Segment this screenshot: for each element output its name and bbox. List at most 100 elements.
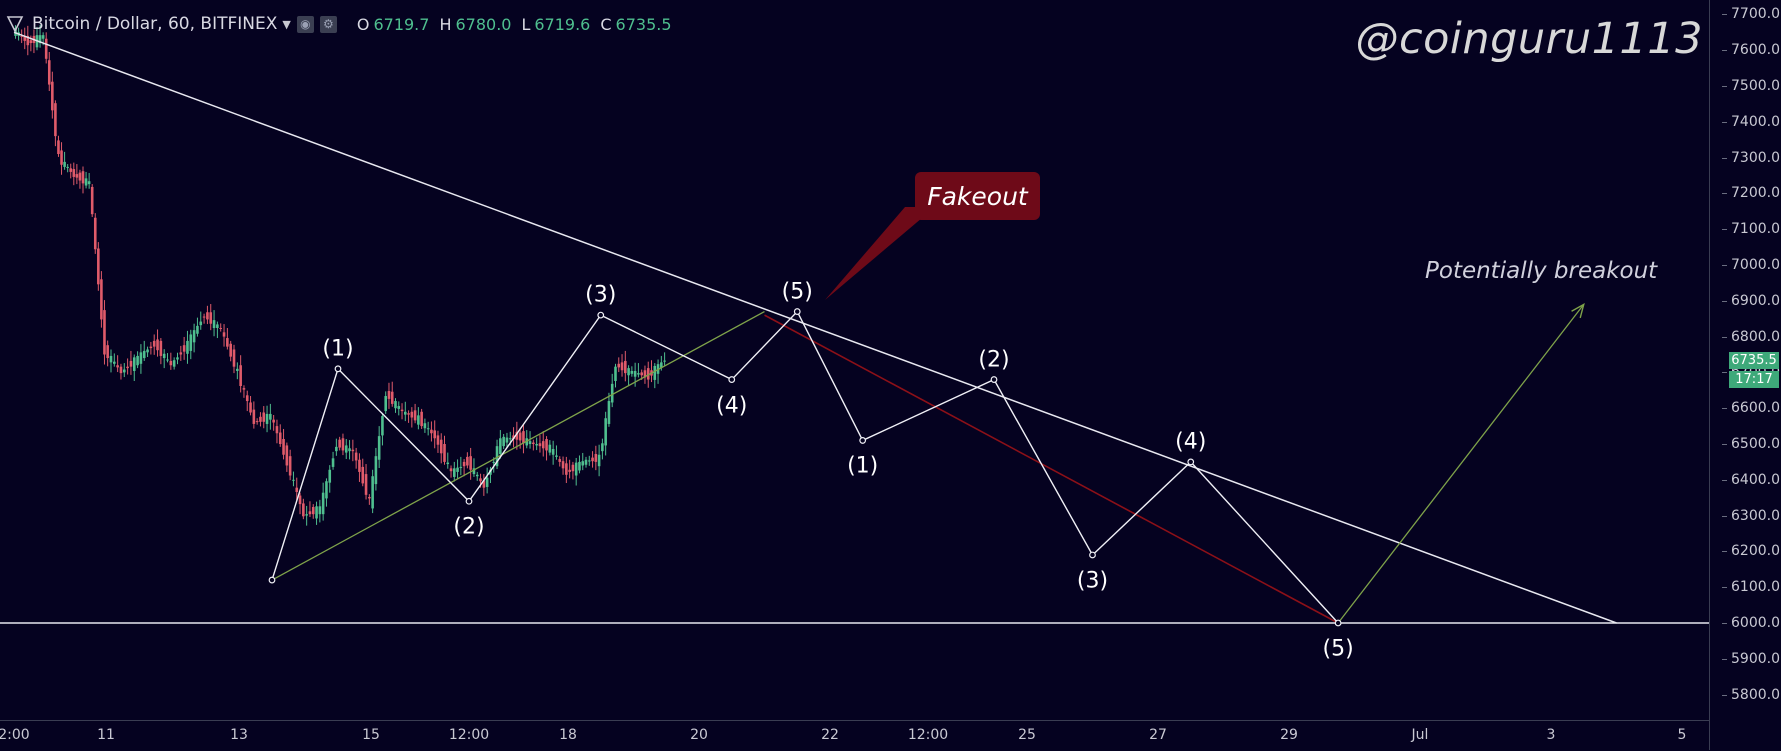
candle-body bbox=[209, 312, 213, 324]
price-tick-label: 7500.0 bbox=[1722, 78, 1780, 94]
candle-body bbox=[604, 418, 607, 446]
candle-body bbox=[545, 438, 548, 451]
candle-body bbox=[308, 511, 312, 515]
candle-body bbox=[479, 478, 482, 482]
time-tick-label: Jul bbox=[1411, 727, 1429, 743]
ohlc-values: O 6719.7 H 6780.0 L 6719.6 C 6735.5 bbox=[351, 15, 672, 34]
candle-body bbox=[404, 411, 407, 415]
candle-body bbox=[620, 362, 624, 371]
wave-label: (4) bbox=[716, 393, 748, 419]
candle-body bbox=[538, 443, 542, 447]
candle-body bbox=[630, 370, 634, 374]
candle-body bbox=[624, 360, 627, 374]
low-value: 6719.6 bbox=[534, 14, 591, 34]
candle-body bbox=[371, 476, 374, 509]
candle-body bbox=[637, 373, 640, 375]
candle-body bbox=[26, 35, 30, 46]
candle-body bbox=[358, 459, 361, 472]
close-key: C bbox=[600, 14, 612, 34]
wave-label: (2) bbox=[453, 514, 485, 540]
candle-body bbox=[282, 438, 285, 455]
candle-body bbox=[548, 444, 552, 453]
candle-body bbox=[344, 445, 348, 453]
fakeout-callout[interactable]: Fakeout bbox=[915, 172, 1040, 220]
gear-icon[interactable]: ⚙ bbox=[319, 15, 337, 33]
fakeout-pointer bbox=[825, 207, 935, 300]
eye-icon[interactable]: ◉ bbox=[296, 15, 314, 33]
candle-body bbox=[275, 426, 279, 434]
candle-body bbox=[136, 355, 139, 366]
wave-point bbox=[1187, 458, 1195, 466]
wave-label: (5) bbox=[1322, 636, 1354, 662]
candle-body bbox=[449, 468, 453, 472]
candle-body bbox=[262, 412, 266, 422]
candle-body bbox=[502, 436, 505, 447]
candle-body bbox=[489, 469, 492, 475]
candle-body bbox=[295, 487, 299, 492]
candle-body bbox=[222, 332, 226, 337]
candle-body bbox=[66, 166, 69, 168]
candle-body bbox=[119, 366, 123, 374]
wave-label: (1) bbox=[322, 336, 354, 362]
candle-body bbox=[568, 469, 571, 472]
candle-body bbox=[614, 366, 617, 381]
price-tick-label: 6900.0 bbox=[1722, 292, 1780, 309]
time-axis[interactable]: 2:00 11 13 15 12:00 18 20 22 12:00 25 27 29 Jul 3 5 bbox=[0, 720, 1709, 751]
price-tick-label: 6800.0 bbox=[1722, 328, 1780, 345]
price-tick-label: 7400.0 bbox=[1722, 113, 1780, 130]
breakout-annotation[interactable]: Potentially breakout bbox=[1425, 258, 1658, 284]
candle-body bbox=[236, 368, 239, 371]
candle-body bbox=[109, 355, 113, 363]
candle-body bbox=[132, 357, 136, 371]
candle-body bbox=[259, 416, 262, 422]
candle-body bbox=[417, 415, 420, 425]
candle-body bbox=[584, 459, 588, 465]
candle-body bbox=[122, 369, 126, 373]
candle-body bbox=[47, 60, 51, 85]
candle-body bbox=[653, 365, 657, 380]
candle-body bbox=[397, 406, 401, 409]
candle-body bbox=[245, 395, 249, 402]
candle-body bbox=[351, 449, 355, 452]
candle-body bbox=[475, 474, 479, 477]
candle-body bbox=[305, 514, 308, 516]
candle-body bbox=[433, 430, 436, 439]
candle-body bbox=[103, 310, 106, 355]
wave-point bbox=[268, 576, 276, 584]
candle-body bbox=[640, 372, 643, 376]
symbol-title[interactable]: Bitcoin / Dollar, 60, BITFINEX bbox=[32, 14, 278, 34]
candle-body bbox=[288, 456, 292, 476]
candle-body bbox=[212, 320, 216, 329]
candle-body bbox=[97, 248, 100, 285]
candle-body bbox=[182, 345, 186, 352]
candle-body bbox=[335, 446, 338, 452]
wave-label: (1) bbox=[847, 453, 879, 479]
candle-body bbox=[587, 460, 591, 462]
time-tick-label: 15 bbox=[362, 727, 380, 743]
wave-points-layer bbox=[268, 308, 1342, 627]
candle-body bbox=[285, 445, 289, 466]
candle-body bbox=[492, 461, 496, 463]
candle-body bbox=[93, 217, 97, 250]
candle-body bbox=[578, 461, 581, 471]
candle-body bbox=[216, 324, 219, 329]
candle-body bbox=[528, 441, 532, 444]
price-tick-label: 6400.0 bbox=[1722, 471, 1780, 488]
wave-point bbox=[859, 437, 867, 444]
drawing-lines-layer bbox=[0, 31, 1709, 624]
price-tick-label: 6000.0 bbox=[1722, 615, 1780, 631]
candle-body bbox=[152, 340, 156, 347]
candle-body bbox=[331, 458, 335, 467]
time-tick-label: 22 bbox=[821, 727, 839, 743]
price-axis[interactable]: 7700.0 7600.0 7500.0 7400.0 7300.0 7200.0 7100… bbox=[1709, 0, 1781, 750]
candle-body bbox=[75, 174, 79, 178]
candle-body bbox=[196, 325, 199, 334]
candle-body bbox=[192, 330, 196, 343]
candle-body bbox=[551, 449, 555, 455]
chevron-down-icon[interactable]: ▼ bbox=[282, 17, 291, 31]
author-watermark: @coinguru1113 bbox=[1355, 14, 1703, 64]
last-price-badge: 6735.5 bbox=[1729, 352, 1779, 369]
candle-body bbox=[325, 481, 328, 499]
bitcoin-symbol-icon[interactable] bbox=[6, 15, 24, 33]
